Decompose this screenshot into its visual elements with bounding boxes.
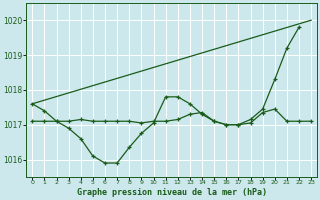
X-axis label: Graphe pression niveau de la mer (hPa): Graphe pression niveau de la mer (hPa) <box>77 188 267 197</box>
